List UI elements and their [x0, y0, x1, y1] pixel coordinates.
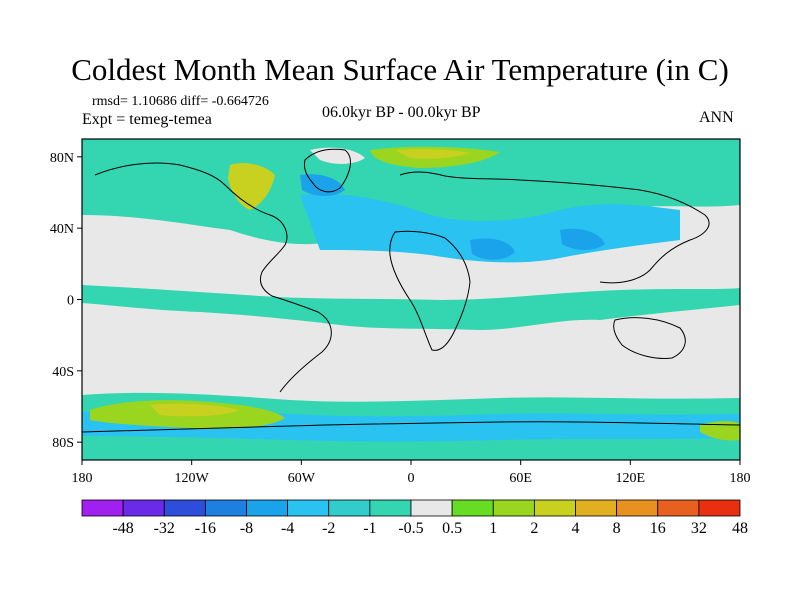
colorbar-swatch — [287, 499, 330, 517]
colorbar-swatch — [451, 499, 494, 517]
coastline-eurasia — [399, 171, 710, 284]
colorbar-label: -32 — [154, 520, 175, 537]
colorbar-label: -16 — [195, 520, 216, 537]
latitude-axis: 80N 40N 0 40S 80S — [50, 151, 82, 451]
colorbar-label: -1 — [363, 520, 376, 537]
colorbar-swatch — [122, 499, 165, 517]
colorbar-swatch — [369, 499, 412, 517]
field-patch — [150, 403, 240, 417]
lon-tick-label: 120W — [175, 471, 210, 486]
temperature-field — [82, 139, 740, 460]
colorbar-label: 8 — [613, 520, 621, 537]
colorbar-label: 48 — [732, 520, 748, 537]
colorbar-swatch — [204, 499, 247, 517]
longitude-axis: 180 120W 60W 0 60E 120E 180 — [72, 460, 751, 486]
lon-tick-label: 60W — [288, 471, 316, 486]
colorbar-label: -4 — [281, 520, 294, 537]
period-text: 06.0kyr BP - 00.0kyr BP — [322, 104, 481, 121]
lat-tick-label: 40N — [50, 222, 74, 237]
lon-tick-label: 120E — [616, 471, 646, 486]
lat-tick-label: 0 — [67, 294, 74, 309]
colorbar-label: 2 — [530, 520, 538, 537]
lon-tick-label: 60E — [509, 471, 532, 486]
colorbar-label: 1 — [489, 520, 497, 537]
page-title: Coldest Month Mean Surface Air Temperatu… — [71, 52, 729, 87]
field-patch — [470, 238, 515, 260]
colorbar-swatch — [575, 499, 618, 517]
lat-tick-label: 80N — [50, 151, 74, 166]
colorbar-swatch — [410, 499, 453, 517]
colorbar-swatch — [616, 499, 659, 517]
colorbar-swatch — [533, 499, 576, 517]
colorbar-swatch — [657, 499, 700, 517]
colorbar-label: -48 — [112, 520, 133, 537]
lat-tick-label: 80S — [52, 436, 74, 451]
coastlines — [82, 148, 740, 433]
lon-tick-label: 180 — [730, 471, 751, 486]
season-text: ANN — [699, 109, 734, 126]
coastline-australia — [613, 317, 686, 359]
colorbar-label: 0.5 — [442, 520, 462, 537]
colorbar-swatch — [492, 499, 535, 517]
field-patch — [560, 228, 605, 250]
colorbar-label: -8 — [240, 520, 253, 537]
lat-tick-label: 40S — [52, 365, 74, 380]
colorbar-swatch — [163, 499, 206, 517]
colorbar-swatch — [81, 499, 124, 517]
stats-text: rmsd= 1.10686 diff= -0.664726 — [92, 94, 269, 109]
colorbar-label: 16 — [650, 520, 666, 537]
field-patch — [395, 149, 470, 159]
colorbar-label: 32 — [691, 520, 707, 537]
lon-tick-label: 0 — [408, 471, 415, 486]
field-patch — [700, 421, 740, 441]
colorbar: -48 -32 -16 -8 -4 -2 -1 -0.5 0.5 1 2 4 8 16 32 48 — [81, 499, 748, 537]
coastline-greenland — [303, 148, 351, 193]
lon-tick-label: 180 — [72, 471, 93, 486]
colorbar-label: 4 — [572, 520, 580, 537]
coastline-americas — [94, 162, 332, 393]
field-patch — [300, 174, 345, 196]
field-patch — [82, 285, 740, 330]
colorbar-label: -0.5 — [398, 520, 423, 537]
coastline-africa — [389, 230, 471, 351]
colorbar-swatch — [698, 499, 741, 517]
colorbar-swatch — [328, 499, 371, 517]
field-patch — [310, 147, 365, 164]
colorbar-swatch — [246, 499, 289, 517]
colorbar-label: -2 — [322, 520, 335, 537]
coastline-antarctica — [82, 421, 740, 433]
experiment-text: Expt = temeg-temea — [82, 111, 212, 128]
